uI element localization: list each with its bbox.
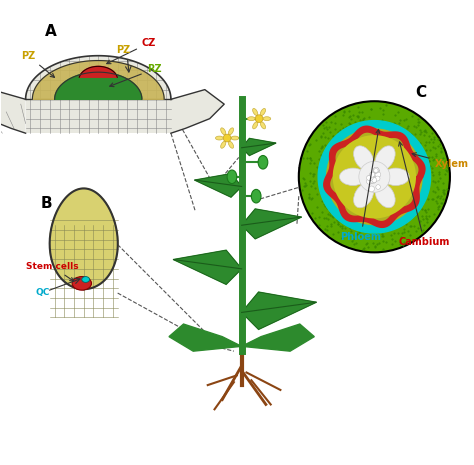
Ellipse shape xyxy=(221,141,226,148)
Ellipse shape xyxy=(258,155,268,169)
Polygon shape xyxy=(171,90,224,133)
Ellipse shape xyxy=(221,128,226,135)
Polygon shape xyxy=(242,324,314,351)
Circle shape xyxy=(299,101,450,252)
Ellipse shape xyxy=(253,108,258,115)
Text: PZ: PZ xyxy=(21,51,55,77)
Circle shape xyxy=(372,178,377,183)
Ellipse shape xyxy=(227,170,237,184)
Polygon shape xyxy=(242,139,276,155)
Text: A: A xyxy=(45,24,57,40)
Circle shape xyxy=(370,176,377,183)
Polygon shape xyxy=(242,209,301,239)
Circle shape xyxy=(368,175,373,180)
Circle shape xyxy=(223,134,231,142)
Circle shape xyxy=(370,172,374,177)
Circle shape xyxy=(375,169,380,174)
Polygon shape xyxy=(79,66,117,77)
Polygon shape xyxy=(173,250,242,284)
Polygon shape xyxy=(32,60,164,100)
Text: Xylem: Xylem xyxy=(412,153,468,169)
Ellipse shape xyxy=(339,168,366,186)
Text: Phloem: Phloem xyxy=(340,129,382,242)
Text: Stem cells: Stem cells xyxy=(26,262,78,281)
Polygon shape xyxy=(50,188,118,289)
Ellipse shape xyxy=(382,168,409,186)
Circle shape xyxy=(326,128,423,225)
Text: QC: QC xyxy=(35,288,50,297)
Circle shape xyxy=(333,135,416,219)
Circle shape xyxy=(366,179,372,184)
Ellipse shape xyxy=(228,128,234,135)
Ellipse shape xyxy=(263,117,271,120)
Polygon shape xyxy=(55,72,142,100)
Ellipse shape xyxy=(228,141,234,148)
Ellipse shape xyxy=(253,122,258,129)
Ellipse shape xyxy=(82,277,90,282)
Polygon shape xyxy=(324,126,425,227)
Polygon shape xyxy=(242,292,316,329)
Text: RZ: RZ xyxy=(110,64,161,86)
Text: Cambium: Cambium xyxy=(399,142,450,246)
Polygon shape xyxy=(169,324,242,351)
Ellipse shape xyxy=(247,117,255,120)
Polygon shape xyxy=(26,56,171,100)
Circle shape xyxy=(374,168,378,173)
Ellipse shape xyxy=(72,277,91,290)
Circle shape xyxy=(366,175,372,180)
Text: CZ: CZ xyxy=(107,38,156,64)
Text: C: C xyxy=(415,86,426,100)
Circle shape xyxy=(369,186,374,192)
Ellipse shape xyxy=(260,122,265,129)
Circle shape xyxy=(368,176,375,183)
Ellipse shape xyxy=(216,136,223,140)
Circle shape xyxy=(373,167,379,173)
Text: B: B xyxy=(40,196,52,211)
Polygon shape xyxy=(0,90,26,133)
Ellipse shape xyxy=(375,146,395,171)
Ellipse shape xyxy=(375,183,395,208)
Ellipse shape xyxy=(354,183,374,208)
Circle shape xyxy=(374,167,379,173)
Circle shape xyxy=(375,176,380,181)
Bar xyxy=(26,100,171,133)
Circle shape xyxy=(375,172,381,178)
Ellipse shape xyxy=(251,189,261,203)
Ellipse shape xyxy=(260,108,265,115)
Circle shape xyxy=(376,185,381,189)
Ellipse shape xyxy=(354,146,374,171)
Polygon shape xyxy=(195,174,242,197)
Circle shape xyxy=(255,115,263,123)
Ellipse shape xyxy=(231,136,239,140)
Circle shape xyxy=(359,161,390,193)
Text: PZ: PZ xyxy=(116,45,130,55)
Polygon shape xyxy=(318,120,430,233)
